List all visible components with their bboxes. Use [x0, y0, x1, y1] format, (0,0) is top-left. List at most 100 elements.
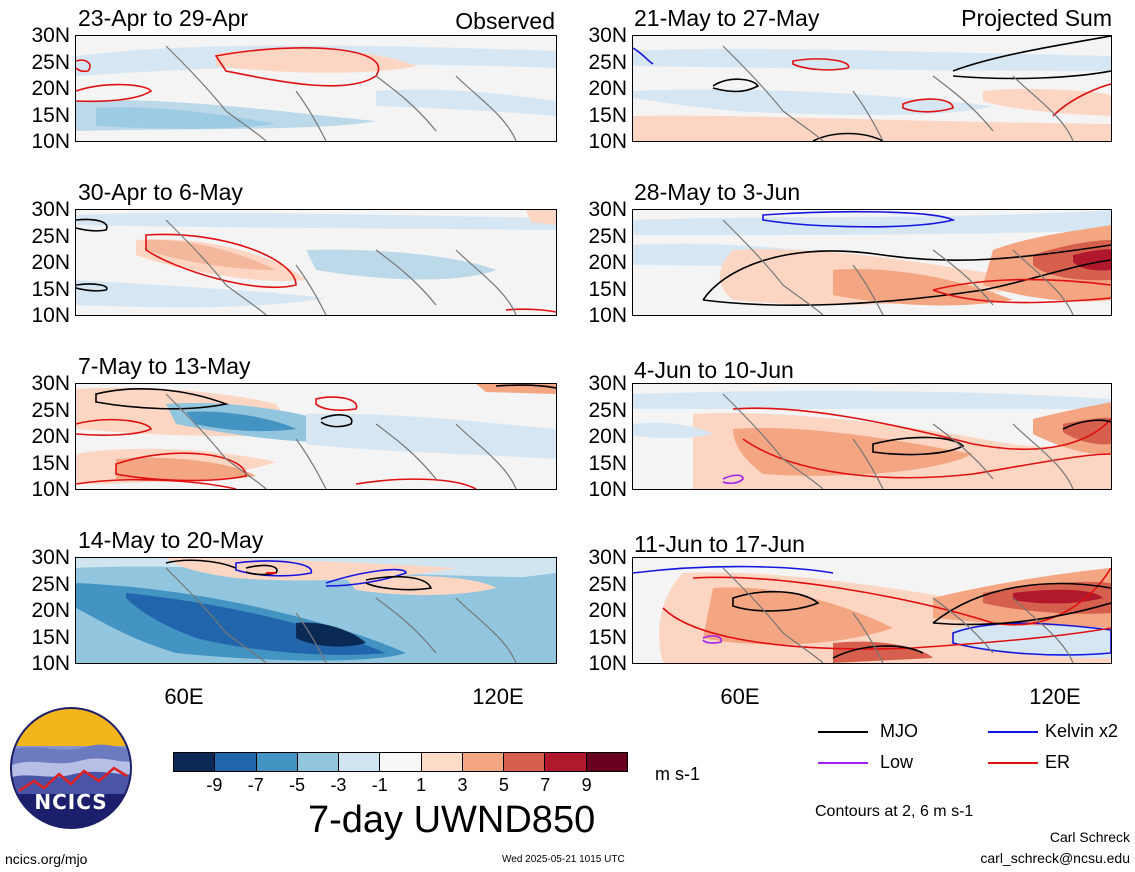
legend-line-kelvin [988, 731, 1038, 733]
left-panel-4-lat-20n: 20N [31, 599, 70, 622]
colorbar-tick-7: 5 [498, 775, 509, 795]
right-panel-2-lat-15n: 15N [588, 277, 627, 301]
right-panel-2-lat-25n: 25N [588, 224, 627, 248]
colorbar-units: m s-1 [655, 764, 700, 784]
right-panel-1-lat-15n: 15N [588, 103, 627, 127]
colorbar-title: 7-day UWND850 [308, 799, 596, 841]
map-panel-right-4 [632, 557, 1112, 664]
lon-label-left-60e: 60E [164, 684, 204, 709]
right-panel-4-lat-25n: 25N [588, 572, 627, 596]
left-panel-2-lat-30n: 30N [31, 198, 70, 221]
right-panel-4-lat-30n: 30N [588, 546, 627, 569]
colorbar-cell-7 [462, 753, 505, 771]
footer-timestamp: Wed 2025-05-21 1015 UTC [502, 854, 625, 865]
right-panel-3-lat-30n: 30N [588, 372, 627, 395]
right-panel-2-lat-10n: 10N [588, 304, 627, 327]
footer-email[interactable]: carl_schreck@ncsu.edu [980, 850, 1130, 866]
panel-title-right-2: 28-May to 3-Jun [634, 179, 801, 205]
panel-title-right-1: 21-May to 27-May [634, 5, 820, 31]
colorbar-tick-0: -9 [206, 775, 223, 795]
colorbar-tick-4: -1 [371, 775, 388, 795]
colorbar-cell-10 [586, 753, 627, 771]
map-panel-left-3 [75, 383, 557, 490]
right-panel-1-lat-25n: 25N [588, 50, 627, 74]
right-panel-2-lat-30n: 30N [588, 198, 627, 221]
colorbar-cell-1 [215, 753, 257, 771]
right-panel-3-lat-15n: 15N [588, 451, 627, 475]
right-panel-1-lat-10n: 10N [588, 130, 627, 153]
left-panel-2-lat-15n: 15N [31, 277, 70, 301]
right-panel-4-lat-15n: 15N [588, 625, 627, 649]
colorbar-cell-5 [380, 753, 422, 771]
panel-title-left-3: 7-May to 13-May [78, 353, 251, 379]
legend-line-low [818, 762, 868, 764]
colorbar-tick-9: 9 [581, 775, 592, 795]
colorbar-tick-3: -3 [330, 775, 347, 795]
right-panel-4-lat-20n: 20N [588, 599, 627, 622]
footer-url[interactable]: ncics.org/mjo [5, 851, 88, 867]
colorbar-tick-5: 1 [416, 775, 427, 795]
contours-note: Contours at 2, 6 m s-1 [815, 803, 974, 820]
panel-title-left-1: 23-Apr to 29-Apr [78, 5, 249, 31]
panel-title-right-4: 11-Jun to 17-Jun [634, 531, 805, 557]
legend-label-kelvin: Kelvin x2 [1045, 721, 1119, 741]
map-panel-left-2 [75, 209, 557, 316]
colorbar-tick-8: 7 [540, 775, 551, 795]
right-panel-3-lat-25n: 25N [588, 398, 627, 422]
panel-title-left-2: 30-Apr to 6-May [78, 179, 243, 205]
map-panel-right-2 [632, 209, 1112, 316]
right-panel-1-lat-30n: 30N [588, 24, 627, 47]
left-panel-1-lat-30n: 30N [31, 24, 70, 47]
left-panel-1-lat-25n: 25N [31, 50, 70, 74]
logo-text: NCICS [34, 790, 108, 814]
left-panel-3-lat-25n: 25N [31, 398, 70, 422]
left-panel-4-lat-30n: 30N [31, 546, 70, 569]
map-panel-right-1 [632, 35, 1112, 142]
left-panel-2-lat-25n: 25N [31, 224, 70, 248]
legend-line-er [988, 762, 1038, 764]
left-panel-2-lat-10n: 10N [31, 304, 70, 327]
footer-author: Carl Schreck [1049, 829, 1130, 845]
left-panel-1-lat-15n: 15N [31, 103, 70, 127]
panel-title-left-4: 14-May to 20-May [78, 527, 264, 553]
right-panel-1-lat-20n: 20N [588, 77, 627, 100]
left-panel-3-lat-30n: 30N [31, 372, 70, 395]
legend-line-mjo [818, 731, 868, 733]
left-panel-1-lat-10n: 10N [31, 130, 70, 153]
lon-label-left-120e: 120E [472, 684, 524, 709]
right-panel-4-lat-10n: 10N [588, 652, 627, 675]
colorbar-tick-6: 3 [457, 775, 468, 795]
observed-label: Observed [455, 8, 555, 34]
colorbar-tick-1: -7 [247, 775, 264, 795]
map-panel-left-1 [75, 35, 557, 142]
colorbar-cell-3 [297, 753, 340, 771]
colorbar-cell-2 [256, 753, 298, 771]
left-panel-3-lat-10n: 10N [31, 478, 70, 501]
map-panel-right-3 [632, 383, 1112, 490]
left-panel-1-lat-20n: 20N [31, 77, 70, 100]
colorbar-cell-0 [174, 753, 216, 771]
map-panel-left-4 [75, 557, 557, 664]
legend-label-mjo: MJO [880, 721, 918, 741]
left-panel-4-lat-10n: 10N [31, 652, 70, 675]
right-panel-3-lat-10n: 10N [588, 478, 627, 501]
ncics-logo: NCICS [9, 706, 133, 830]
colorbar-tick-2: -5 [289, 775, 306, 795]
colorbar [173, 752, 628, 772]
left-panel-3-lat-15n: 15N [31, 451, 70, 475]
legend-label-er: ER [1045, 752, 1071, 772]
projected-sum-label: Projected Sum [961, 5, 1112, 31]
right-panel-2-lat-20n: 20N [588, 251, 627, 274]
colorbar-cell-4 [339, 753, 381, 771]
left-panel-4-lat-15n: 15N [31, 625, 70, 649]
left-panel-4-lat-25n: 25N [31, 572, 70, 596]
lon-label-right-120e: 120E [1029, 684, 1081, 709]
left-panel-2-lat-20n: 20N [31, 251, 70, 274]
left-panel-3-lat-20n: 20N [31, 425, 70, 448]
colorbar-cell-6 [421, 753, 463, 771]
colorbar-cell-8 [504, 753, 546, 771]
colorbar-cell-9 [545, 753, 587, 771]
panel-title-right-3: 4-Jun to 10-Jun [634, 357, 794, 383]
lon-label-right-60e: 60E [720, 684, 760, 709]
legend-label-low: Low [880, 752, 914, 772]
